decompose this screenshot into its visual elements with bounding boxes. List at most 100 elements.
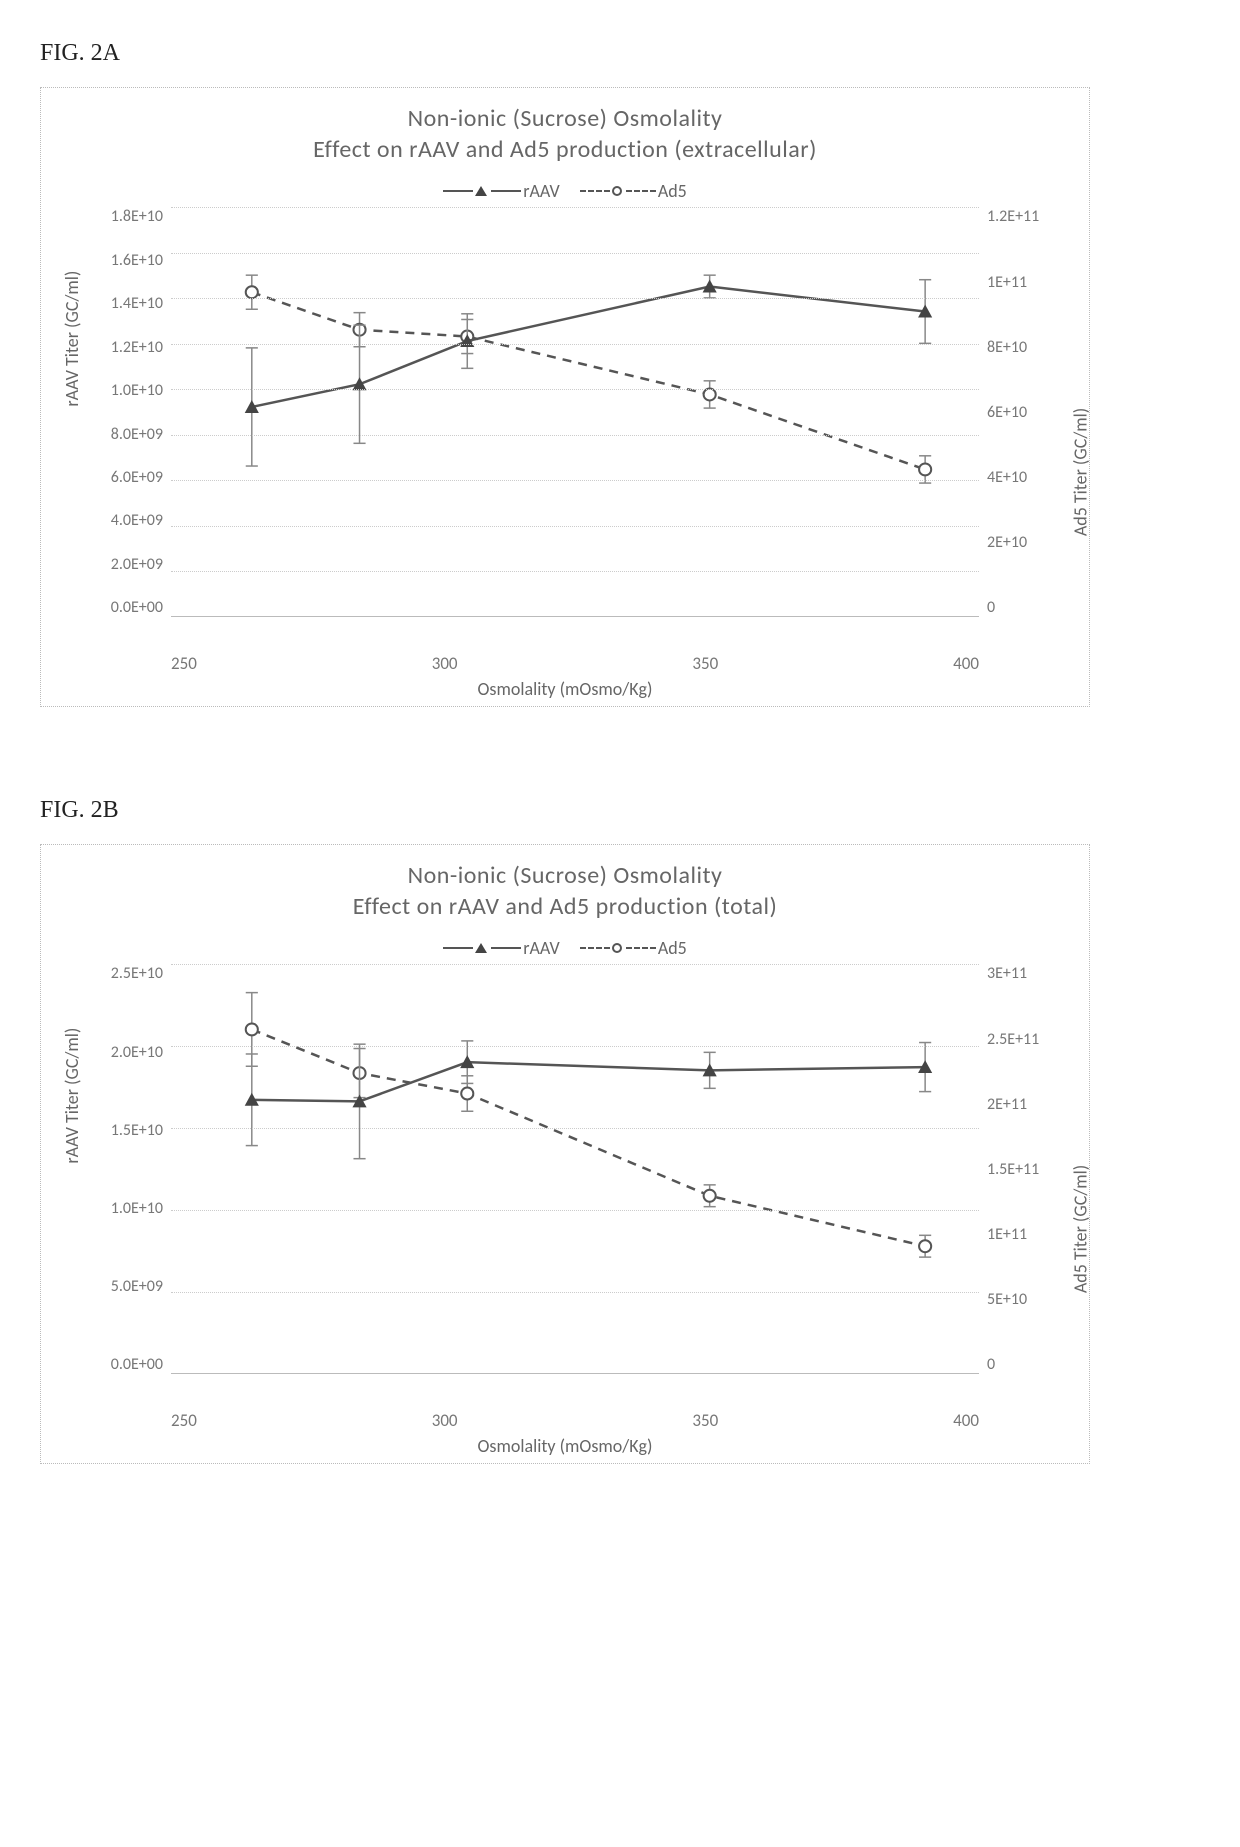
yaxis-right-a: 1.2E+11 1E+11 8E+10 6E+10 4E+10 2E+10 0 [979,207,1059,647]
legend-line-dashed-icon [580,190,610,192]
ytick-left: 5.0E+09 [71,1277,163,1296]
ylabel-right-a: Ad5 Titer (GC/ml) [1069,408,1091,536]
ytick-right: 2E+11 [987,1095,1059,1114]
legend-a: rAAV Ad5 [71,175,1059,202]
xaxis-a: 250 300 350 400 [71,653,1059,674]
ytick-right: 1E+11 [987,1225,1059,1244]
xtick: 300 [432,653,458,674]
gridline [171,1128,979,1129]
ytick-right: 2.5E+11 [987,1030,1059,1049]
ytick-left: 1.0E+10 [71,381,163,400]
gridline [171,344,979,345]
ytick-right: 6E+10 [987,403,1059,422]
ylabel-left-a: rAAV Titer (GC/ml) [61,271,83,407]
legend-raav-label: rAAV [523,937,560,959]
xtick: 400 [953,1410,979,1431]
legend-line-solid-icon [491,190,521,192]
xtick: 350 [692,1410,718,1431]
legend-line-dashed-icon [580,947,610,949]
triangle-icon [475,943,487,953]
ytick-left: 0.0E+00 [71,1355,163,1374]
plot-area-a [171,207,979,617]
yaxis-left-b: 2.5E+10 2.0E+10 1.5E+10 1.0E+10 5.0E+09 0.0E+… [71,964,171,1404]
ytick-left: 4.0E+09 [71,511,163,530]
figure-label-b: FIG. 2B [40,797,1200,824]
ytick-left: 2.0E+09 [71,555,163,574]
gridline [171,389,979,390]
plot-wrap-a: rAAV Titer (GC/ml) 1.8E+101.6E+101.4E+10… [71,207,1059,647]
ytick-left: 1.2E+10 [71,338,163,357]
ytick-right: 1E+11 [987,273,1059,292]
legend-line-dashed-icon [626,947,656,949]
plot-area-b [171,964,979,1374]
ytick-right: 0 [987,598,1059,617]
chart-svg-b [171,964,979,1373]
chart-title-a: Non-ionic (Sucrose) Osmolality Effect on… [71,103,1059,165]
chart-frame-b: Non-ionic (Sucrose) Osmolality Effect on… [40,844,1090,1464]
gridline [171,480,979,481]
legend-item-ad5-a: Ad5 [580,180,687,202]
gridline [171,1210,979,1211]
ytick-left: 0.0E+00 [71,598,163,617]
ylabel-right-b: Ad5 Titer (GC/ml) [1069,1165,1091,1293]
ytick-left: 8.0E+09 [71,425,163,444]
legend-ad5-label: Ad5 [658,180,687,202]
title-a-line1: Non-ionic (Sucrose) Osmolality [408,104,723,133]
ylabel-left-b: rAAV Titer (GC/ml) [61,1028,83,1164]
legend-b: rAAV Ad5 [71,932,1059,959]
chart-frame-a: Non-ionic (Sucrose) Osmolality Effect on… [40,87,1090,707]
xtick: 250 [171,653,197,674]
title-b-line1: Non-ionic (Sucrose) Osmolality [408,861,723,890]
gridline [171,298,979,299]
legend-item-raav-b: rAAV [443,937,560,959]
ytick-left: 1.5E+10 [71,1121,163,1140]
figure-label-a: FIG. 2A [40,40,1200,67]
ytick-left: 1.8E+10 [71,207,163,226]
ytick-left: 1.6E+10 [71,251,163,270]
legend-item-raav-a: rAAV [443,180,560,202]
xaxis-b: 250 300 350 400 [71,1410,1059,1431]
xlabel-a: Osmolality (mOsmo/Kg) [71,678,1059,700]
gridline [171,435,979,436]
triangle-icon [475,186,487,196]
chart-title-b: Non-ionic (Sucrose) Osmolality Effect on… [71,860,1059,922]
title-a-line2: Effect on rAAV and Ad5 production (extra… [313,135,817,164]
ytick-right: 4E+10 [987,468,1059,487]
xtick: 350 [692,653,718,674]
ytick-left: 1.0E+10 [71,1199,163,1218]
ytick-right: 2E+10 [987,533,1059,552]
legend-raav-label: rAAV [523,180,560,202]
ytick-right: 1.5E+11 [987,1160,1059,1179]
yaxis-right-b: 3E+112.5E+112E+111.5E+111E+115E+100 [979,964,1059,1404]
ytick-left: 2.0E+10 [71,1043,163,1062]
ytick-right: 5E+10 [987,1290,1059,1309]
legend-line-dashed-icon [626,190,656,192]
xtick-row-a: 250 300 350 400 [171,653,979,674]
legend-item-ad5-b: Ad5 [580,937,687,959]
title-b-line2: Effect on rAAV and Ad5 production (total… [353,892,778,921]
ytick-left: 1.4E+10 [71,294,163,313]
gridline [171,253,979,254]
plot-wrap-b: rAAV Titer (GC/ml) 2.5E+102.0E+101.5E+10… [71,964,1059,1404]
ytick-right: 1.2E+11 [987,207,1059,226]
ytick-left: 2.5E+10 [71,964,163,983]
ytick-right: 3E+11 [987,964,1059,983]
legend-line-solid-icon [491,947,521,949]
gridline [171,571,979,572]
circle-icon [612,186,622,196]
legend-line-solid-icon [443,947,473,949]
gridline [171,207,979,208]
ytick-left: 6.0E+09 [71,468,163,487]
xtick: 250 [171,1410,197,1431]
legend-ad5-label: Ad5 [658,937,687,959]
chart-svg-a [171,207,979,616]
gridline [171,526,979,527]
circle-icon [612,943,622,953]
gridline [171,1046,979,1047]
xtick: 300 [432,1410,458,1431]
gridline [171,964,979,965]
xlabel-b: Osmolality (mOsmo/Kg) [71,1435,1059,1457]
xtick: 400 [953,653,979,674]
gridline [171,1292,979,1293]
ytick-right: 8E+10 [987,338,1059,357]
